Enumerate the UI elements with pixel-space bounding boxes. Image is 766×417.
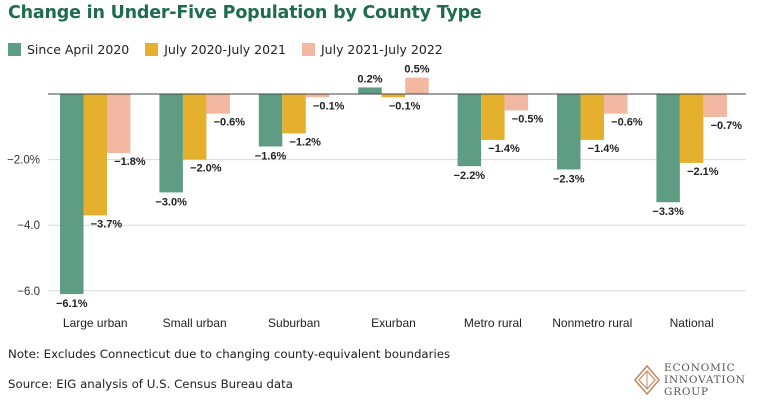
legend-swatch-july-2021-2022 bbox=[301, 43, 315, 56]
bar bbox=[258, 94, 283, 147]
logo-line-economic: ECONOMIC bbox=[664, 362, 736, 374]
x-tick-label: Suburban bbox=[268, 316, 320, 330]
data-label: −0.1% bbox=[313, 100, 345, 112]
footnote: Note: Excludes Connecticut due to changi… bbox=[8, 347, 451, 361]
bar bbox=[557, 94, 581, 170]
bar bbox=[305, 94, 330, 98]
data-label: −0.6% bbox=[214, 117, 246, 129]
x-tick-label: Small urban bbox=[163, 316, 227, 330]
data-label: −1.8% bbox=[114, 156, 146, 168]
source-note: Source: EIG analysis of U.S. Census Bure… bbox=[8, 377, 294, 391]
bar bbox=[405, 77, 429, 94]
x-tick-label: Metro rural bbox=[464, 316, 522, 330]
data-label: −2.0% bbox=[190, 163, 222, 175]
data-label: −2.2% bbox=[454, 170, 486, 182]
chart-title: Change in Under-Five Population by Count… bbox=[8, 3, 482, 23]
data-label: −1.6% bbox=[255, 150, 287, 162]
legend-item-july-2021-2022: July 2021-July 2022 bbox=[301, 42, 443, 57]
legend-swatch-july-2020-2021 bbox=[145, 43, 159, 56]
bar bbox=[457, 94, 482, 167]
data-label: −0.6% bbox=[611, 117, 643, 129]
x-tick-label: National bbox=[670, 316, 714, 330]
x-tick-label: Exurban bbox=[371, 316, 416, 330]
bar bbox=[107, 94, 131, 154]
data-label: −1.2% bbox=[289, 136, 321, 148]
x-tick-label: Large urban bbox=[63, 316, 128, 330]
bar bbox=[83, 94, 107, 216]
bar bbox=[481, 94, 505, 140]
data-label: −0.1% bbox=[389, 100, 421, 112]
bar bbox=[504, 94, 529, 111]
legend-label-since-april-2020: Since April 2020 bbox=[27, 42, 130, 57]
data-label: −3.0% bbox=[155, 196, 187, 208]
bar bbox=[282, 94, 306, 134]
bar bbox=[656, 94, 680, 203]
data-label: −3.7% bbox=[91, 218, 123, 230]
data-label: 0.5% bbox=[404, 64, 429, 76]
data-label: −2.1% bbox=[687, 166, 719, 178]
y-tick-label: −2.0% bbox=[7, 155, 40, 167]
bar bbox=[182, 94, 207, 160]
bar bbox=[703, 94, 727, 117]
data-label: 0.2% bbox=[357, 73, 382, 85]
legend-item-since-april-2020: Since April 2020 bbox=[8, 42, 129, 57]
logo-line-group: GROUP bbox=[664, 386, 709, 398]
bar bbox=[381, 94, 406, 98]
legend-swatch-since-april-2020 bbox=[8, 43, 21, 56]
data-label: −0.5% bbox=[512, 113, 544, 125]
logo-line-innovation: INNOVATION bbox=[664, 374, 746, 386]
legend-label-july-2020-2021: July 2020-July 2021 bbox=[164, 42, 286, 57]
bar bbox=[358, 87, 382, 94]
legend: Since April 2020 July 2020-July 2021 Jul… bbox=[8, 42, 459, 57]
bar bbox=[604, 94, 628, 114]
eig-diamond-icon bbox=[634, 365, 660, 395]
eig-logo: ECONOMIC INNOVATION GROUP bbox=[634, 362, 746, 398]
data-label: −1.4% bbox=[488, 143, 520, 155]
bar bbox=[60, 94, 84, 295]
bar bbox=[580, 94, 604, 140]
data-label: −3.3% bbox=[652, 206, 684, 218]
legend-item-july-2020-2021: July 2020-July 2021 bbox=[145, 42, 286, 57]
x-tick-label: Nonmetro rural bbox=[552, 316, 632, 330]
y-tick-label: −4.0 bbox=[17, 220, 40, 232]
bar bbox=[206, 94, 230, 114]
y-tick-label: −6.0 bbox=[17, 286, 40, 298]
data-label: −2.3% bbox=[553, 173, 585, 185]
bar bbox=[679, 94, 704, 163]
bar-chart: −2.0% −4.0 −6.0 Large urban Small urban Subur… bbox=[7, 64, 746, 330]
data-label: −1.4% bbox=[588, 143, 620, 155]
eig-logo-text: ECONOMIC INNOVATION GROUP bbox=[664, 362, 746, 398]
data-label: −0.7% bbox=[711, 120, 743, 132]
data-label: −6.1% bbox=[56, 298, 88, 310]
legend-label-july-2021-2022: July 2021-July 2022 bbox=[320, 42, 443, 57]
bar bbox=[159, 94, 183, 193]
